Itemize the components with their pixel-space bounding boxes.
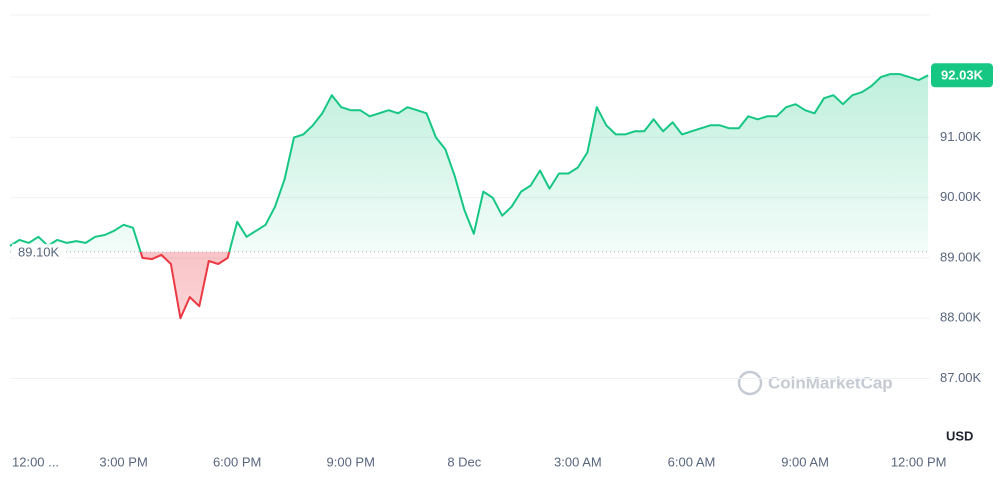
y-tick-label: 89.00K — [940, 249, 982, 264]
x-tick-label: 8 Dec — [447, 454, 481, 469]
x-tick-label: 6:00 AM — [668, 454, 716, 469]
last-price-tag — [931, 63, 993, 88]
y-tick-label: 90.00K — [940, 189, 982, 204]
x-tick-label: 9:00 AM — [781, 454, 829, 469]
baseline-label-bg — [12, 243, 66, 260]
last-price-label: 92.03K — [941, 68, 984, 83]
y-axis-label: USD — [946, 428, 973, 443]
price-line — [9, 73, 929, 320]
x-tick-label: 3:00 PM — [99, 454, 147, 469]
watermark-text: CoinMarketCap — [768, 373, 893, 392]
watermark: CoinMarketCap — [737, 370, 893, 396]
area — [10, 74, 929, 319]
x-tick-label: 3:00 AM — [554, 454, 602, 469]
y-tick-label: 91.00K — [940, 129, 982, 144]
x-tick-label: 12:00 PM — [891, 454, 947, 469]
x-tick-label: 9:00 PM — [327, 454, 375, 469]
baseline-label: 89.10K — [18, 244, 60, 259]
y-tick-label: 88.00K — [940, 310, 982, 325]
y-tick-label: 87.00K — [940, 370, 982, 385]
x-tick-label: 12:00 ... — [12, 454, 59, 469]
x-tick-label: 6:00 PM — [213, 454, 261, 469]
